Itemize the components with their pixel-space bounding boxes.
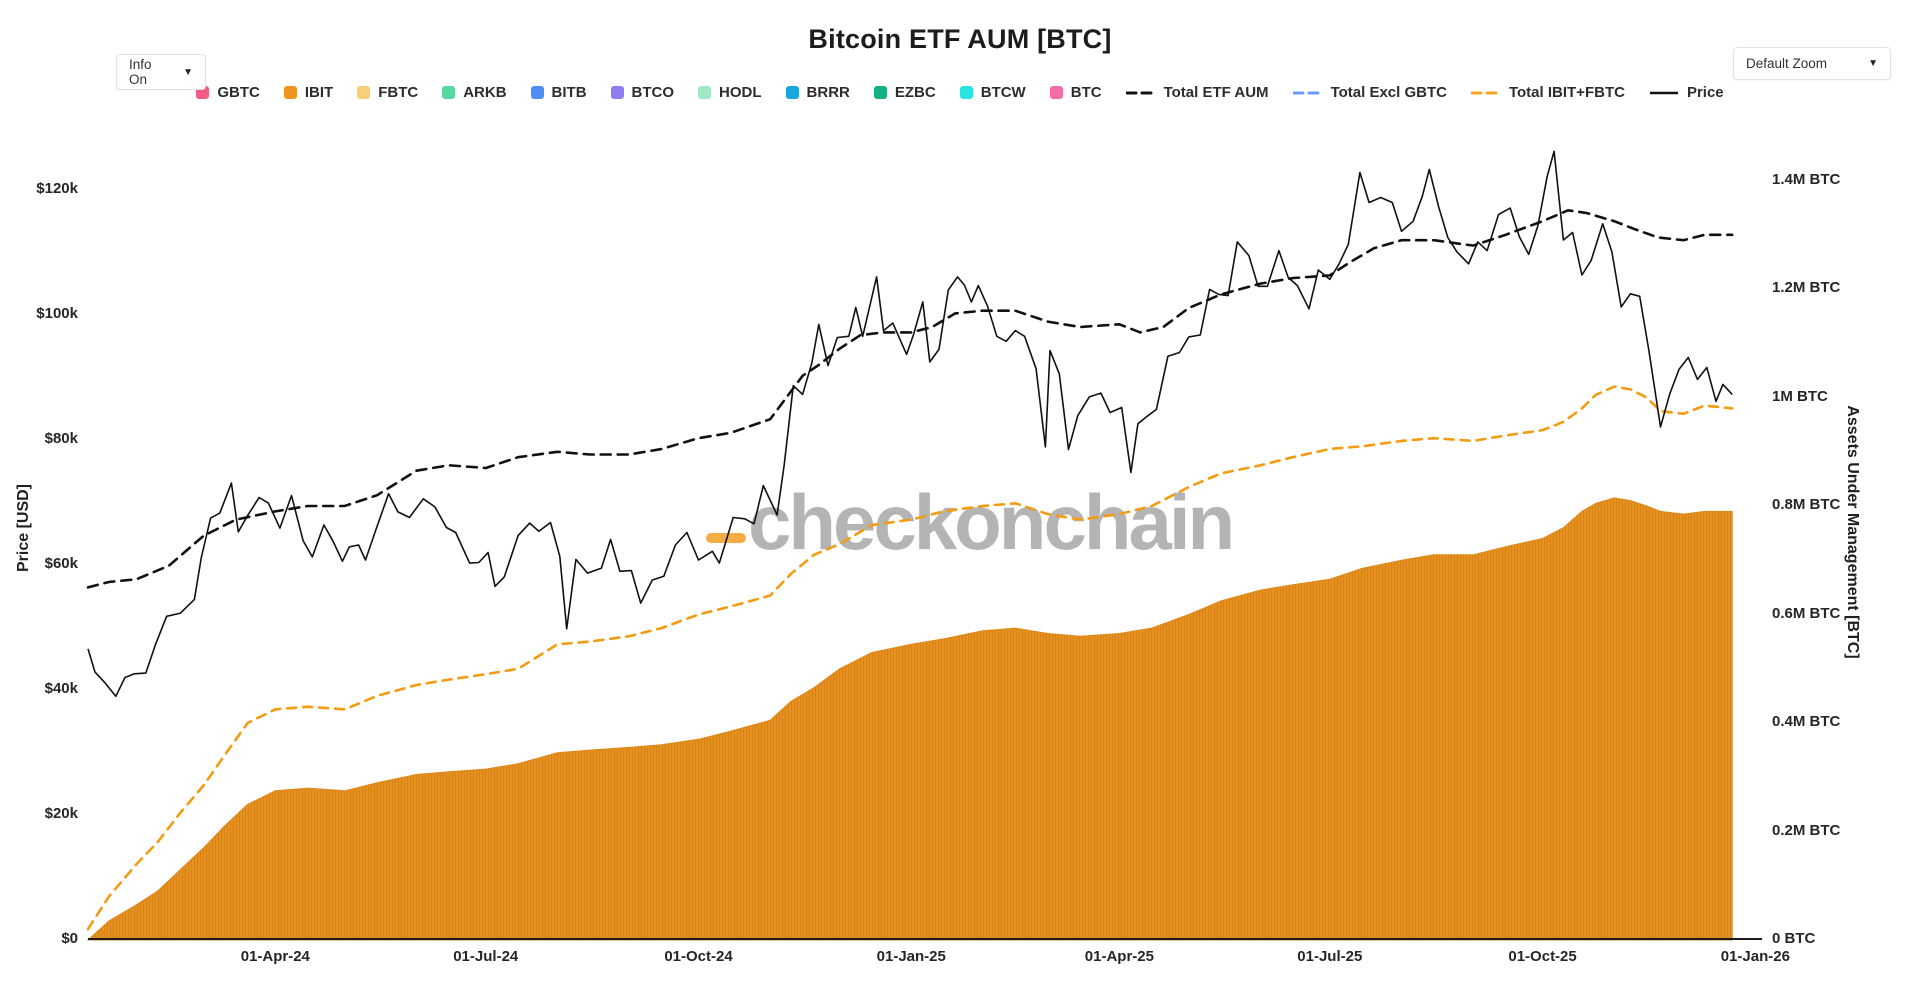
- legend-line-icon: [1649, 91, 1678, 94]
- chevron-down-icon: ▼: [183, 66, 193, 78]
- x-axis-tick: 01-Jul-24: [453, 948, 519, 965]
- chart-legend: GBTC IBIT FBTC ARKB BITB BTCO HODL BRRR EZBC BTCW…: [0, 84, 1920, 101]
- legend-swatch-icon: [698, 86, 712, 99]
- legend-item-label: HODL: [719, 84, 762, 101]
- total-ibit-fbtc-dashed-line: [86, 385, 1734, 931]
- legend-item-total-ibit-fbtc[interactable]: Total IBIT+FBTC: [1470, 84, 1625, 101]
- chevron-down-icon: ▼: [1868, 58, 1878, 69]
- legend-swatch-icon: [873, 86, 887, 99]
- right-axis-tick: 1M BTC: [1772, 387, 1828, 405]
- legend-item-label: Total IBIT+FBTC: [1508, 84, 1625, 101]
- page-title: Bitcoin ETF AUM [BTC]: [808, 24, 1112, 54]
- legend-dash-icon: [1470, 91, 1501, 94]
- legend-item-label: Total ETF AUM: [1163, 84, 1269, 101]
- right-axis-tick: 1.2M BTC: [1772, 279, 1841, 296]
- zoom-preset-dropdown[interactable]: Default Zoom ▼: [1733, 47, 1891, 80]
- legend-item-label: FBTC: [378, 84, 419, 101]
- legend-swatch-icon: [530, 86, 544, 99]
- legend-item-label: BTCO: [631, 84, 675, 101]
- legend-item-arkb[interactable]: ARKB: [442, 84, 507, 101]
- legend-item-hodl[interactable]: HODL: [698, 84, 762, 101]
- legend-item-price[interactable]: Price: [1649, 84, 1724, 101]
- x-axis-tick: 01-Apr-24: [240, 948, 310, 965]
- x-axis-tick: 01-Oct-25: [1508, 948, 1577, 965]
- left-axis-tick: $40k: [44, 680, 78, 697]
- x-axis-tick: 01-Oct-24: [664, 948, 733, 965]
- right-axis-title: Assets Under Management [BTC]: [1844, 405, 1861, 659]
- legend-item-fbtc[interactable]: FBTC: [357, 84, 418, 101]
- x-axis-tick: 01-Jan-25: [876, 948, 946, 965]
- left-axis-tick: $80k: [44, 430, 78, 447]
- btc-price-line: [87, 150, 1733, 698]
- info-toggle-label: Info On: [129, 57, 152, 87]
- watermark-underscore-icon: [706, 532, 746, 543]
- legend-item-label: BITB: [551, 84, 587, 101]
- legend-swatch-icon: [959, 86, 973, 99]
- left-axis-tick: $100k: [36, 305, 78, 322]
- legend-item-label: BTCW: [980, 84, 1026, 101]
- x-axis-tick: 01-Jan-26: [1720, 948, 1790, 965]
- right-axis-tick: 0.6M BTC: [1772, 604, 1841, 622]
- legend-item-label: EZBC: [894, 84, 936, 101]
- legend-swatch-icon: [1049, 86, 1063, 99]
- left-axis-tick: $20k: [44, 805, 78, 822]
- legend-swatch-icon: [785, 86, 799, 99]
- zoom-preset-label: Default Zoom: [1746, 56, 1828, 71]
- info-toggle-dropdown[interactable]: Info On ▼: [116, 54, 206, 90]
- legend-swatch-icon: [357, 86, 371, 99]
- legend-item-btcw[interactable]: BTCW: [959, 84, 1026, 101]
- right-axis-tick: 0.2M BTC: [1772, 821, 1841, 839]
- left-axis-tick: $60k: [44, 555, 78, 572]
- legend-item-label: BTC: [1070, 84, 1102, 101]
- legend-item-btc[interactable]: BTC: [1049, 84, 1102, 101]
- legend-item-label: Price: [1686, 84, 1724, 101]
- legend-item-label: IBIT: [304, 84, 334, 101]
- legend-swatch-icon: [610, 86, 624, 99]
- legend-swatch-icon: [283, 86, 297, 99]
- legend-item-label: GBTC: [217, 84, 260, 101]
- legend-item-total-etf-aum[interactable]: Total ETF AUM: [1125, 84, 1269, 101]
- right-axis-tick: 0 BTC: [1772, 930, 1816, 947]
- right-axis-tick: 1.4M BTC: [1772, 170, 1841, 188]
- legend-dash-icon: [1292, 91, 1323, 94]
- legend-item-label: Total Excl GBTC: [1330, 84, 1447, 101]
- total-etf-aum-dashed-line: [86, 208, 1734, 589]
- legend-item-ibit[interactable]: IBIT: [283, 84, 334, 101]
- legend-item-total-excl-gbtc[interactable]: Total Excl GBTC: [1292, 84, 1447, 101]
- right-axis-tick: 0.8M BTC: [1772, 496, 1841, 513]
- x-axis-tick: 01-Apr-25: [1084, 948, 1154, 965]
- legend-item-label: ARKB: [463, 84, 507, 101]
- legend-item-btco[interactable]: BTCO: [610, 84, 675, 101]
- x-axis-tick: 01-Jul-25: [1297, 948, 1363, 965]
- legend-item-ezbc[interactable]: EZBC: [873, 84, 936, 101]
- ibit-area-series: [86, 497, 1733, 941]
- legend-swatch-icon: [442, 86, 456, 99]
- legend-item-brrr[interactable]: BRRR: [785, 84, 850, 101]
- right-axis-tick: 0.4M BTC: [1772, 713, 1841, 730]
- left-axis-tick: $120k: [36, 180, 78, 197]
- left-axis-tick: $0: [61, 930, 78, 947]
- legend-item-label: BRRR: [806, 84, 850, 101]
- legend-dash-icon: [1125, 91, 1156, 94]
- legend-item-bitb[interactable]: BITB: [530, 84, 587, 101]
